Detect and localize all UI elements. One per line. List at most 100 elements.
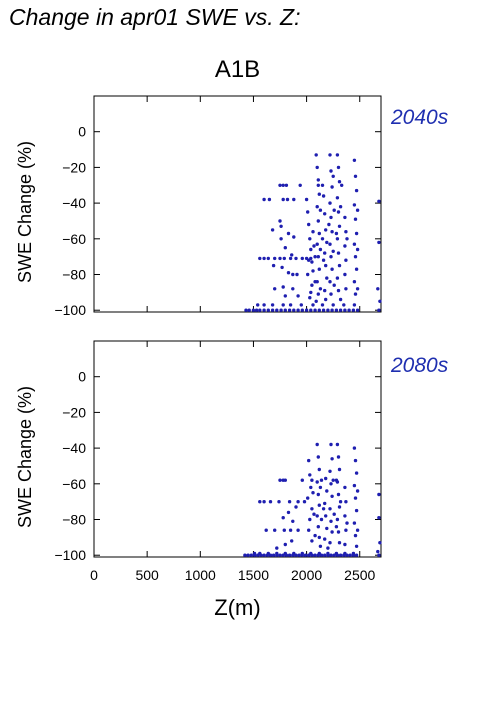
data-point — [311, 269, 315, 273]
data-point — [266, 551, 270, 556]
data-point — [315, 165, 319, 170]
x-tick-label: 0 — [90, 567, 98, 583]
data-point — [354, 471, 359, 475]
data-point — [329, 519, 333, 523]
data-point — [377, 199, 381, 203]
data-point — [344, 500, 348, 504]
data-point — [308, 473, 312, 477]
data-point — [307, 458, 311, 463]
data-point — [335, 196, 340, 200]
data-point — [327, 222, 331, 227]
data-point — [258, 551, 262, 556]
data-point — [338, 205, 343, 209]
data-point — [296, 308, 300, 312]
data-point — [344, 287, 348, 291]
data-point — [324, 297, 328, 302]
data-point — [334, 525, 339, 529]
data-point — [323, 251, 327, 255]
data-point — [290, 539, 294, 543]
data-point — [326, 308, 330, 312]
data-point — [324, 263, 328, 268]
data-point — [355, 528, 360, 532]
data-point — [376, 287, 380, 291]
data-point — [262, 553, 266, 557]
x-tick-label: 1500 — [238, 567, 269, 583]
data-point — [317, 267, 321, 271]
data-point — [281, 197, 285, 202]
data-point — [343, 551, 347, 556]
data-point — [344, 528, 348, 532]
data-point — [329, 169, 333, 173]
data-point — [354, 553, 359, 557]
data-point — [316, 178, 320, 182]
data-point — [317, 231, 321, 236]
data-point — [320, 237, 325, 241]
data-point — [321, 507, 326, 511]
data-point — [323, 212, 327, 216]
data-point — [342, 303, 346, 307]
data-point — [258, 256, 262, 261]
data-point — [287, 553, 292, 557]
data-point — [318, 544, 323, 548]
data-point — [266, 308, 270, 312]
data-point — [262, 303, 266, 307]
scenario-label: A1B — [214, 56, 261, 83]
data-point — [312, 512, 316, 516]
data-point — [335, 237, 340, 241]
data-point — [287, 308, 292, 312]
data-point — [328, 280, 332, 284]
data-point — [354, 188, 359, 193]
data-point — [318, 247, 323, 252]
data-point — [337, 467, 342, 472]
data-point — [377, 492, 381, 497]
data-point — [318, 485, 323, 490]
data-point — [288, 256, 293, 261]
data-point — [264, 528, 268, 532]
data-point — [273, 256, 277, 261]
data-point — [325, 489, 329, 493]
data-point — [271, 263, 276, 268]
data-point — [268, 500, 273, 504]
data-point — [309, 485, 313, 490]
data-point — [283, 294, 287, 298]
y-tick-label: −100 — [54, 547, 86, 563]
data-point — [352, 203, 357, 207]
data-point — [308, 237, 312, 241]
data-point — [270, 308, 275, 312]
x-axis-label: Z(m) — [214, 595, 260, 620]
data-point — [343, 244, 347, 248]
data-point — [319, 517, 324, 522]
data-point — [273, 528, 277, 532]
data-point — [296, 294, 300, 298]
data-point — [354, 508, 359, 513]
data-point — [352, 303, 357, 307]
data-point — [324, 228, 328, 232]
data-point — [325, 240, 329, 245]
data-point — [317, 308, 321, 312]
data-point — [295, 272, 299, 277]
data-point — [283, 246, 287, 250]
data-point — [310, 539, 314, 543]
data-point — [256, 303, 260, 307]
data-point — [311, 230, 315, 234]
data-point — [353, 533, 358, 538]
data-point — [292, 197, 296, 202]
data-point — [309, 551, 313, 556]
data-point — [336, 492, 341, 497]
data-point — [316, 492, 320, 497]
data-point — [329, 215, 333, 220]
data-point — [309, 247, 313, 252]
data-point — [347, 308, 351, 312]
data-point — [340, 183, 344, 187]
data-point — [330, 494, 334, 498]
y-axis-label: SWE Change (%) — [15, 386, 35, 528]
data-point — [377, 308, 381, 312]
data-point — [275, 551, 279, 556]
data-point — [343, 485, 347, 490]
data-point — [291, 272, 295, 277]
data-point — [355, 308, 360, 312]
data-point — [331, 249, 335, 253]
y-axis-label: SWE Change (%) — [15, 141, 35, 283]
x-tick-label: 2000 — [291, 567, 322, 583]
data-point — [353, 496, 358, 500]
